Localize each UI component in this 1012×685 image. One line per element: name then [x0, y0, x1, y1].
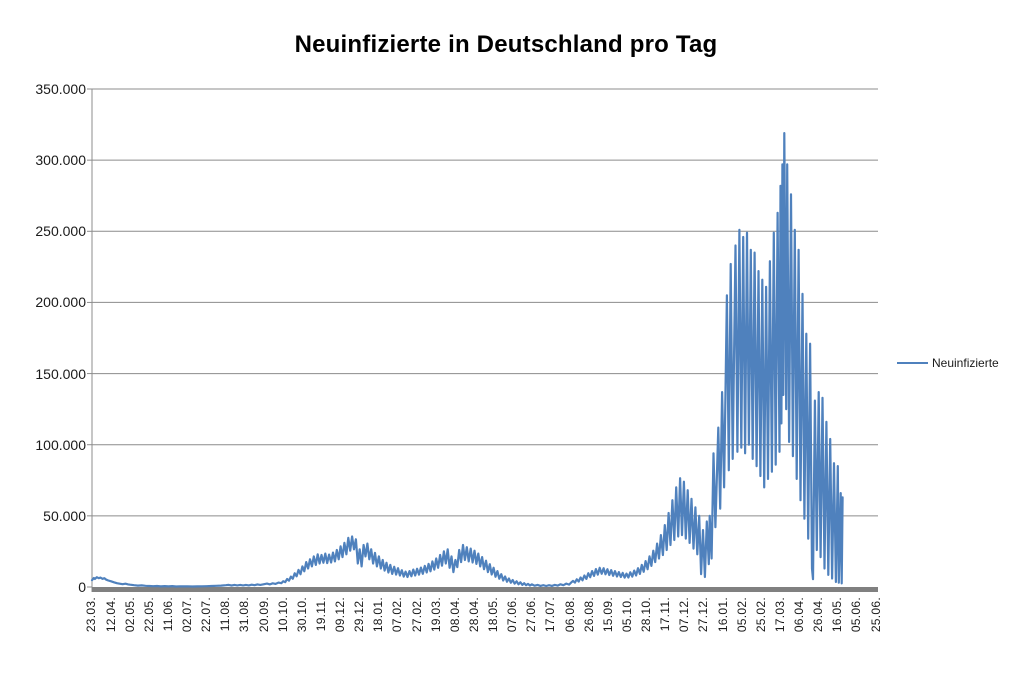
- x-tick-label: 08.04.: [447, 597, 462, 633]
- series-line-neuinfizierte: [90, 132, 844, 588]
- x-tick-label: 10.10.: [275, 597, 290, 633]
- x-tick-label: 06.04.: [792, 597, 807, 633]
- x-tick-label: 07.12.: [677, 597, 692, 633]
- x-tick-label: 30.10.: [294, 597, 309, 633]
- x-tick-label: 31.08.: [237, 597, 252, 633]
- x-tick-label: 11.08.: [218, 597, 233, 632]
- y-tick-label: 100.000: [35, 436, 86, 453]
- x-tick-label: 12.04.: [103, 597, 118, 633]
- x-tick-label: 25.02.: [753, 597, 768, 633]
- x-tick-label: 18.01.: [371, 597, 386, 633]
- x-tick-label: 05.10.: [619, 597, 634, 633]
- x-tick-label: 16.01.: [715, 597, 730, 633]
- x-tick-label: 09.12.: [333, 597, 348, 633]
- x-tick-label: 07.02.: [390, 597, 405, 633]
- x-tick-label: 19.11.: [313, 597, 328, 632]
- x-tick-label: 16.05.: [830, 597, 845, 633]
- x-tick-label: 23.03.: [84, 597, 99, 633]
- x-tick-label: 02.07.: [180, 597, 195, 633]
- x-tick-label: 27.12.: [696, 597, 711, 633]
- legend-label: Neuinfizierte: [932, 356, 999, 370]
- x-tick-label: 17.03.: [772, 597, 787, 633]
- x-tick-label: 27.02.: [409, 597, 424, 633]
- x-tick-label: 06.08.: [562, 597, 577, 633]
- y-tick-label: 150.000: [35, 365, 86, 382]
- x-tick-label: 28.04.: [466, 597, 481, 633]
- x-tick-label: 28.10.: [639, 597, 654, 633]
- x-tick-label: 20.09.: [256, 597, 271, 633]
- y-tick-label: 200.000: [35, 294, 86, 311]
- x-tick-label: 27.06.: [524, 597, 539, 633]
- y-tick-label: 50.000: [43, 507, 86, 524]
- x-tick-label: 25.06.: [868, 597, 883, 633]
- x-tick-label: 18.05.: [486, 597, 501, 633]
- chart-title: Neuinfizierte in Deutschland pro Tag: [294, 31, 718, 58]
- y-tick-label: 350.000: [35, 81, 86, 97]
- x-tick-label: 19.03.: [428, 597, 443, 633]
- legend: Neuinfizierte: [897, 356, 999, 370]
- x-axis-baseline: [92, 587, 878, 592]
- x-tick-label: 29.12.: [352, 597, 367, 633]
- x-tick-label: 02.05.: [122, 597, 137, 633]
- y-tick-label: 0: [78, 579, 86, 595]
- x-tick-label: 05.02.: [734, 597, 749, 633]
- x-tick-label: 22.07.: [199, 597, 214, 633]
- x-tick-label: 17.11.: [658, 597, 673, 632]
- x-tick-label: 26.08.: [581, 597, 596, 633]
- legend-line-swatch: [897, 362, 928, 364]
- x-tick-label: 05.06.: [849, 597, 864, 633]
- y-tick-label: 300.000: [35, 152, 86, 169]
- x-tick-label: 22.05.: [141, 597, 156, 633]
- x-tick-label: 15.09.: [600, 597, 615, 633]
- x-tick-label: 17.07.: [543, 597, 558, 633]
- y-tick-label: 250.000: [35, 223, 86, 240]
- x-tick-label: 07.06.: [505, 597, 520, 633]
- x-tick-label: 11.06.: [160, 597, 175, 632]
- x-tick-label: 26.04.: [811, 597, 826, 633]
